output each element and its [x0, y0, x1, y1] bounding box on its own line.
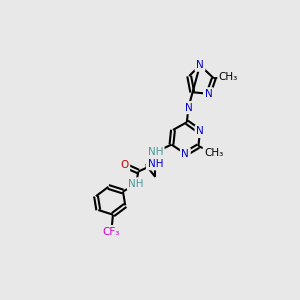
Text: CH₃: CH₃ [204, 148, 224, 158]
Text: N: N [196, 127, 204, 136]
Text: N: N [182, 149, 189, 159]
Text: N: N [205, 89, 212, 99]
Text: N: N [184, 103, 192, 112]
Text: NH: NH [148, 147, 163, 157]
Text: NH: NH [148, 159, 163, 169]
Text: O: O [120, 160, 129, 170]
Text: NH: NH [128, 179, 144, 189]
Text: N: N [196, 60, 204, 70]
Text: CH₃: CH₃ [219, 72, 238, 82]
Text: CF₃: CF₃ [103, 226, 120, 237]
